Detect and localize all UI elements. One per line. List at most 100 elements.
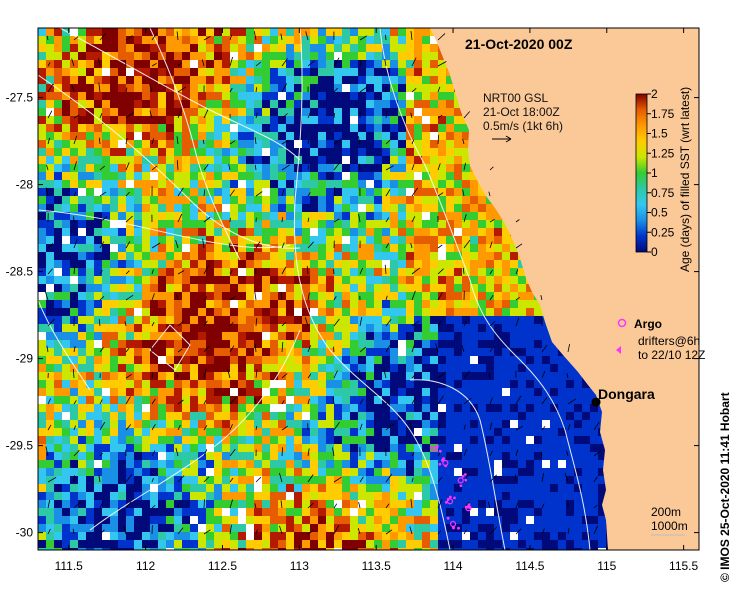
current-vector bbox=[304, 317, 309, 327]
sst-cell bbox=[462, 428, 470, 436]
sst-cell bbox=[390, 548, 398, 550]
sst-cell bbox=[94, 212, 102, 220]
sst-cell bbox=[422, 220, 430, 228]
sst-cell bbox=[398, 436, 406, 444]
sst-cell bbox=[222, 124, 230, 132]
sst-cell bbox=[182, 412, 190, 420]
sst-cell bbox=[518, 340, 526, 348]
sst-cell bbox=[198, 68, 206, 76]
current-vector bbox=[99, 501, 104, 509]
current-vector bbox=[176, 31, 179, 41]
sst-cell bbox=[462, 140, 470, 148]
sst-cell bbox=[222, 300, 230, 308]
isobath-line bbox=[293, 28, 451, 550]
sst-cell bbox=[430, 340, 438, 348]
sst-cell bbox=[238, 324, 246, 332]
current-vector bbox=[71, 58, 75, 67]
sst-cell bbox=[542, 404, 550, 412]
sst-cell bbox=[142, 68, 150, 76]
sst-cell bbox=[470, 460, 478, 468]
sst-cell bbox=[526, 500, 534, 508]
sst-cell bbox=[342, 340, 350, 348]
sst-cell bbox=[150, 396, 158, 404]
sst-cell bbox=[318, 76, 326, 84]
sst-cell bbox=[558, 412, 566, 420]
sst-cell bbox=[366, 524, 374, 532]
sst-cell bbox=[54, 332, 62, 340]
sst-cell bbox=[494, 300, 502, 308]
sst-cell bbox=[302, 116, 310, 124]
sst-cell bbox=[366, 92, 374, 100]
sst-cell bbox=[310, 220, 318, 228]
sst-cell bbox=[230, 196, 238, 204]
sst-cell bbox=[486, 284, 494, 292]
current-vector bbox=[47, 137, 50, 145]
sst-cell bbox=[222, 196, 230, 204]
sst-cell bbox=[310, 260, 318, 268]
current-vector bbox=[151, 322, 155, 327]
sst-cell bbox=[382, 508, 390, 516]
sst-cell bbox=[542, 356, 550, 364]
sst-cell bbox=[238, 420, 246, 428]
sst-cell bbox=[294, 428, 302, 436]
sst-cell bbox=[102, 364, 110, 372]
sst-cell bbox=[102, 164, 110, 172]
sst-cell bbox=[406, 52, 414, 60]
current-vector bbox=[385, 345, 391, 353]
sst-cell bbox=[398, 540, 406, 548]
sst-cell bbox=[486, 220, 494, 228]
sst-cell bbox=[70, 220, 78, 228]
sst-cell bbox=[534, 476, 542, 484]
sst-cell bbox=[574, 380, 582, 388]
sst-cell bbox=[318, 500, 326, 508]
current-vector bbox=[281, 83, 287, 93]
sst-cell bbox=[238, 404, 246, 412]
sst-cell bbox=[262, 228, 270, 236]
sst-cell bbox=[278, 420, 286, 428]
sst-cell bbox=[582, 380, 590, 388]
sst-cell bbox=[54, 324, 62, 332]
current-vector bbox=[255, 241, 261, 249]
sst-cell bbox=[102, 420, 110, 428]
sst-cell bbox=[134, 460, 142, 468]
sst-cell bbox=[374, 532, 382, 540]
sst-cell bbox=[478, 324, 486, 332]
sst-cell bbox=[158, 244, 166, 252]
sst-cell bbox=[406, 292, 414, 300]
sst-cell bbox=[262, 412, 270, 420]
sst-cell bbox=[102, 324, 110, 332]
current-vector bbox=[593, 421, 600, 431]
sst-cell bbox=[430, 540, 438, 548]
sst-cell bbox=[574, 396, 582, 404]
current-vector bbox=[99, 399, 103, 405]
current-vector bbox=[463, 239, 471, 249]
sst-cell bbox=[510, 428, 518, 436]
sst-cell bbox=[214, 252, 222, 260]
sst-cell bbox=[198, 260, 206, 268]
sst-cell bbox=[166, 180, 174, 188]
sst-cell bbox=[118, 500, 126, 508]
sst-cell bbox=[286, 44, 294, 52]
sst-cell bbox=[70, 292, 78, 300]
sst-cell bbox=[470, 284, 478, 292]
current-vector bbox=[333, 525, 340, 535]
sst-cell bbox=[398, 428, 406, 436]
sst-cell bbox=[414, 356, 422, 364]
sst-cell bbox=[502, 236, 510, 244]
sst-cell bbox=[526, 284, 534, 292]
sst-cell bbox=[566, 380, 574, 388]
sst-cell bbox=[398, 452, 406, 460]
sst-cell bbox=[38, 500, 46, 508]
sst-cell bbox=[94, 68, 102, 76]
sst-cell bbox=[198, 420, 206, 428]
sst-cell bbox=[478, 188, 486, 196]
sst-cell bbox=[110, 452, 118, 460]
sst-cell bbox=[574, 508, 582, 516]
sst-cell bbox=[150, 60, 158, 68]
sst-cell bbox=[566, 436, 574, 444]
sst-cell bbox=[502, 508, 510, 516]
current-vector bbox=[229, 189, 235, 197]
sst-cell bbox=[78, 252, 86, 260]
sst-cell bbox=[182, 308, 190, 316]
sst-cell bbox=[214, 420, 222, 428]
